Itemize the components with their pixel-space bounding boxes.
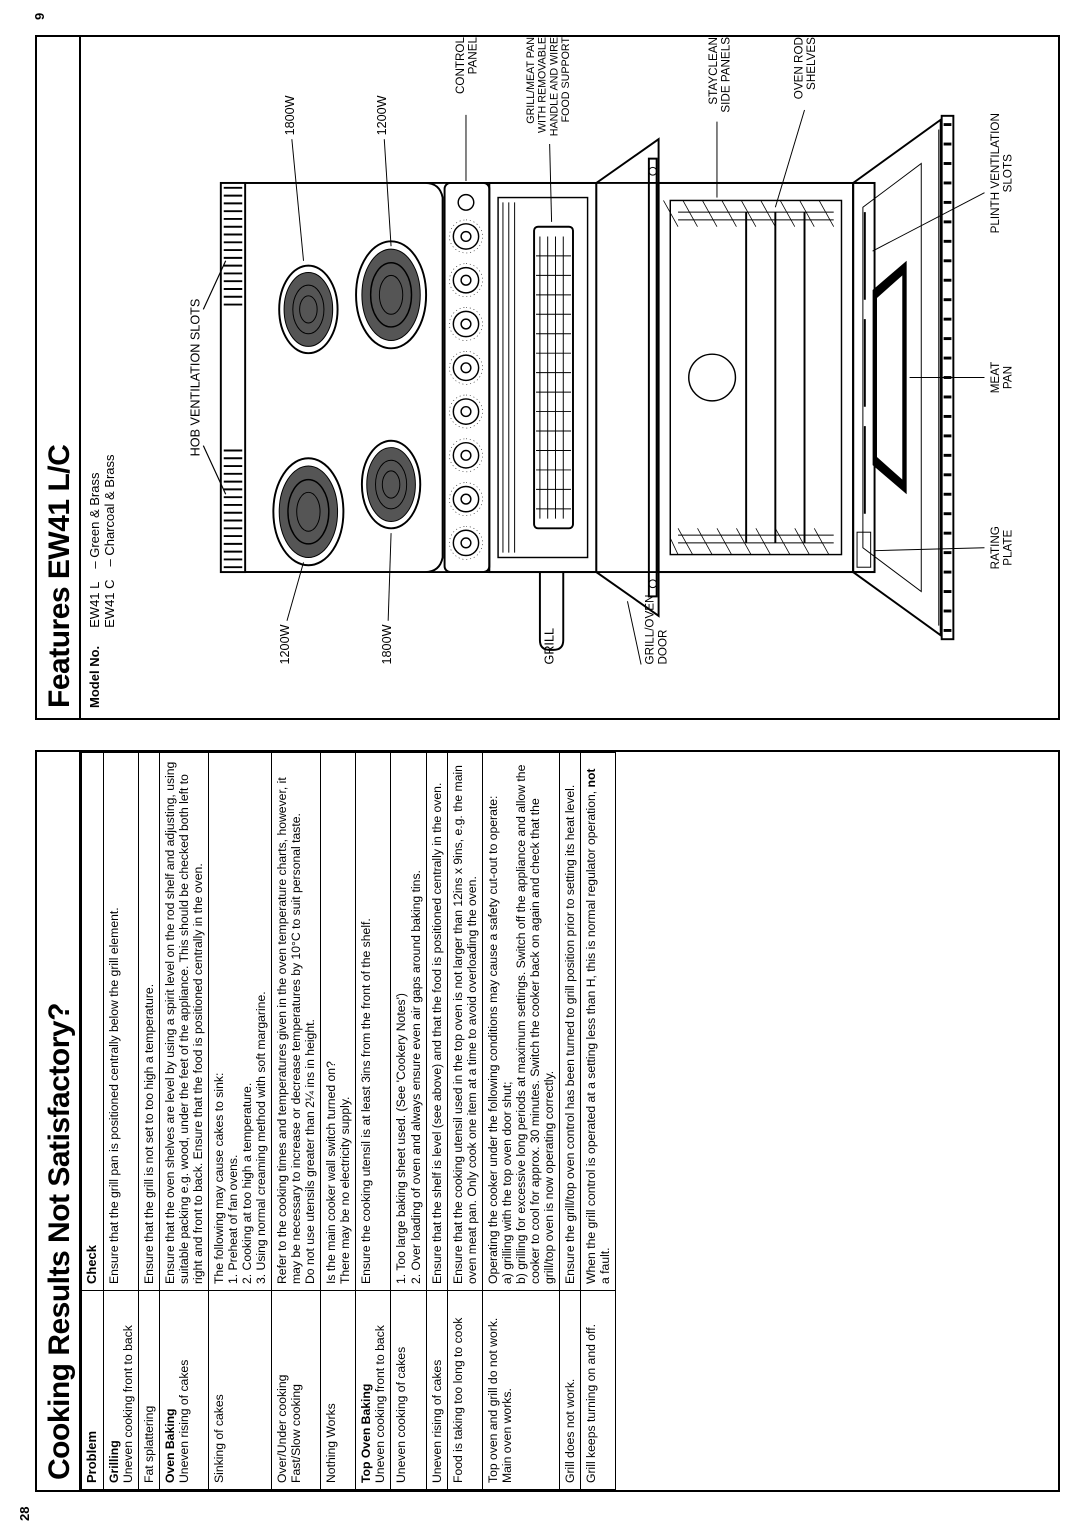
check-cell: Ensure that the cooking utensil used in … (447, 752, 482, 1290)
label-1200w-left: 1200W (278, 624, 292, 664)
table-row: Fat splatteringEnsure that the grill is … (139, 752, 160, 1489)
label-1800w-right-top: 1800W (283, 95, 297, 135)
problem-cell: Uneven cooking of cakes (391, 1291, 426, 1490)
table-row: Uneven rising of cakesEnsure that the sh… (426, 752, 447, 1489)
problem-cell: Fat splattering (139, 1291, 160, 1490)
check-cell: Ensure that the grill is not set to too … (139, 752, 160, 1290)
page-number-left: 28 (17, 1507, 32, 1521)
label-meat-pan: MEATPAN (989, 362, 1015, 394)
label-grill: GRILL (543, 628, 557, 665)
table-row: Nothing WorksIs the main cooker wall swi… (321, 752, 356, 1489)
table-row: Grill does not work.Ensure the grill/top… (559, 752, 580, 1489)
label-hob-vent: HOB VENTILATION SLOTS (188, 299, 202, 457)
table-row: Oven BakingUneven rising of cakesEnsure … (160, 752, 209, 1489)
problem-cell: Sinking of cakes (209, 1291, 272, 1490)
col-problem: Problem (82, 1291, 104, 1490)
model-row: Model No. EW41 L – Green & BrassEW41 C –… (81, 37, 123, 718)
check-cell: The following may cause cakes to sink:1.… (209, 752, 272, 1290)
label-control-panel: CONTROLPANEL (454, 37, 480, 94)
troubleshooting-panel: Cooking Results Not Satisfactory? Proble… (35, 750, 1060, 1492)
check-cell: Ensure that the grill pan is positioned … (103, 752, 138, 1290)
table-row: Grill keeps turning on and off.When the … (580, 752, 615, 1489)
model-label: Model No. (87, 646, 102, 708)
meat-pan (873, 261, 907, 494)
cooker-diagram: HOB VENTILATION SLOTS (123, 37, 1058, 718)
problem-cell: Over/Under cookingFast/Slow cooking (272, 1291, 321, 1490)
check-cell: Operating the cooker under the following… (482, 752, 559, 1290)
problem-cell: Top oven and grill do not work. Main ove… (482, 1291, 559, 1490)
col-check: Check (82, 752, 104, 1290)
table-row: Food is taking too long to cookEnsure th… (447, 752, 482, 1489)
check-cell: Ensure the cooking utensil is at least 3… (356, 752, 391, 1290)
grill-door (596, 139, 658, 616)
label-rating-plate: RATINGPLATE (989, 526, 1015, 569)
page-number-right: 9 (32, 13, 47, 20)
problem-cell: Oven BakingUneven rising of cakes (160, 1291, 209, 1490)
check-cell: Is the main cooker wall switch turned on… (321, 752, 356, 1290)
hob-rings (273, 241, 426, 565)
check-cell: Ensure that the oven shelves are level b… (160, 752, 209, 1290)
grill-cavity (489, 183, 596, 650)
features-title: Features EW41 L/C (37, 37, 81, 718)
label-stayclean: STAYCLEANSIDE PANELS (707, 37, 733, 113)
problem-cell: Grill does not work. (559, 1291, 580, 1490)
hob-top (221, 183, 245, 572)
control-panel (445, 183, 490, 572)
problem-cell: Food is taking too long to cook (447, 1291, 482, 1490)
check-cell: Ensure the grill/top oven control has be… (559, 752, 580, 1290)
label-1200w-right: 1200W (375, 95, 389, 135)
check-cell: Ensure that the shelf is level (see abov… (426, 752, 447, 1290)
features-panel: Features EW41 L/C Model No. EW41 L – Gre… (35, 35, 1060, 720)
problem-cell: GrillingUneven cooking front to back (103, 1291, 138, 1490)
table-row: Uneven cooking of cakes1. Too large baki… (391, 752, 426, 1489)
label-plinth-vent: PLINTH VENTILATIONSLOTS (989, 113, 1015, 233)
check-cell: When the grill control is operated at a … (580, 752, 615, 1290)
check-cell: 1. Too large baking sheet used. (See 'Co… (391, 752, 426, 1290)
label-grill-oven-door: GRILL/OVENDOOR (644, 594, 670, 664)
problem-cell: Uneven rising of cakes (426, 1291, 447, 1490)
problem-cell: Grill keeps turning on and off. (580, 1291, 615, 1490)
table-row: Sinking of cakesThe following may cause … (209, 752, 272, 1489)
main-oven (659, 183, 854, 572)
model-lines: EW41 L – Green & BrassEW41 C – Charcoal … (87, 454, 117, 627)
label-1800w-left: 1800W (380, 624, 394, 664)
problem-cell: Top Oven BakingUneven cooking front to b… (356, 1291, 391, 1490)
troubleshooting-title: Cooking Results Not Satisfactory? (37, 752, 81, 1490)
check-cell: Refer to the cooking times and temperatu… (272, 752, 321, 1290)
table-row: Top oven and grill do not work. Main ove… (482, 752, 559, 1489)
label-oven-rod: OVEN RODSHELVES (793, 37, 819, 99)
troubleshooting-table: Problem Check GrillingUneven cooking fro… (81, 752, 616, 1490)
table-row: Over/Under cookingFast/Slow cookingRefer… (272, 752, 321, 1489)
table-row: GrillingUneven cooking front to backEnsu… (103, 752, 138, 1489)
label-grill-pan: GRILL/MEAT PANWITH REMOVABLEHANDLE AND W… (525, 37, 572, 136)
table-row: Top Oven BakingUneven cooking front to b… (356, 752, 391, 1489)
problem-cell: Nothing Works (321, 1291, 356, 1490)
